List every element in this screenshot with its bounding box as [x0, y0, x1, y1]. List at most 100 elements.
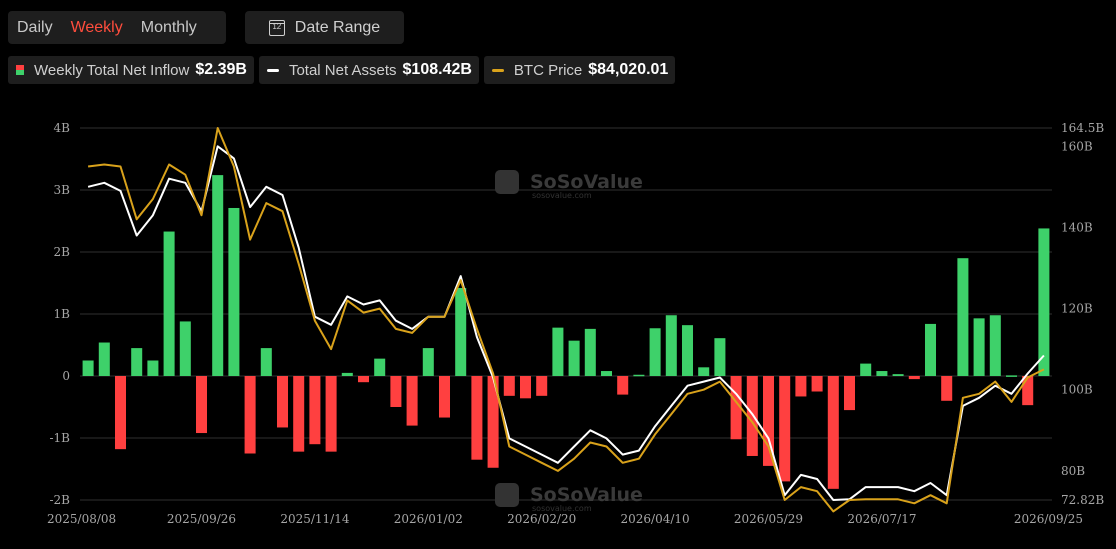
inflow-bar	[1022, 376, 1034, 406]
inflow-bar	[973, 318, 985, 376]
left-axis-tick-label: 2B	[54, 245, 71, 259]
inflow-bar	[843, 376, 856, 411]
inflow-bar	[795, 376, 807, 397]
inflow-bar	[390, 376, 402, 407]
watermark-logo-icon	[495, 170, 519, 194]
watermark-logo-icon	[495, 483, 519, 507]
inflow-bar	[698, 367, 710, 376]
legend-btc-price[interactable]: BTC Price $84,020.01	[483, 56, 676, 84]
inflow-bar	[422, 348, 434, 376]
inflow-bar	[633, 374, 645, 377]
inflow-bar	[276, 376, 289, 428]
x-axis-tick-label: 2026/05/29	[734, 512, 803, 526]
legend-net-inflow-label: Weekly Total Net Inflow	[34, 61, 190, 79]
right-axis-tick-label: 72.82B	[1061, 493, 1104, 507]
inflow-bar	[228, 207, 240, 376]
inflow-bar	[989, 315, 1001, 376]
inflow-bar	[325, 376, 337, 452]
right-axis-tick-label: 164.5B	[1061, 121, 1104, 135]
right-axis-tick-label: 140B	[1061, 220, 1093, 234]
watermark-brand: SoSoValue	[530, 171, 643, 193]
inflow-bar	[892, 374, 904, 376]
tab-weekly[interactable]: Weekly	[70, 18, 123, 36]
net-assets-line	[87, 145, 1045, 501]
inflow-bar	[665, 315, 677, 376]
watermark-bottom: SoSoValue sosovalue.com	[495, 483, 643, 513]
btc-price-line	[87, 127, 1045, 513]
watermark-top: SoSoValue sosovalue.com	[495, 170, 643, 200]
x-axis-tick-label: 2025/08/08	[47, 512, 116, 526]
legend-btc-price-value: $84,020.01	[588, 61, 669, 78]
left-axis-tick-label: 4B	[54, 121, 71, 135]
inflow-bar	[163, 231, 175, 376]
inflow-bar	[98, 342, 110, 376]
inflow-bar	[131, 348, 143, 376]
date-range-button[interactable]: 12 Date Range	[245, 11, 404, 44]
right-axis-tick-label: 80B	[1061, 464, 1085, 478]
left-axis-tick-label: 0	[62, 369, 70, 383]
chart-legend: Weekly Total Net Inflow $2.39B Total Net…	[8, 56, 676, 84]
legend-net-inflow[interactable]: Weekly Total Net Inflow $2.39B	[8, 56, 254, 84]
inflow-bar	[503, 376, 515, 396]
inflow-bar	[179, 321, 191, 376]
inflow-bar	[195, 376, 208, 434]
inflow-bar	[357, 376, 370, 383]
left-axis-tick-label: -1B	[49, 431, 70, 445]
inflow-bar	[649, 328, 661, 376]
inflow-bar	[147, 360, 159, 376]
legend-net-assets[interactable]: Total Net Assets $108.42B	[258, 56, 479, 84]
x-axis-tick-label: 2026/04/10	[621, 512, 690, 526]
inflow-bar	[860, 363, 872, 376]
inflow-bar	[584, 328, 596, 376]
inflow-bar	[762, 376, 775, 466]
inflow-bar	[876, 371, 888, 376]
inflow-bar	[341, 372, 353, 376]
interval-tabs: Daily Weekly Monthly	[8, 11, 226, 44]
x-axis-tick-label: 2026/02/20	[507, 512, 576, 526]
inflow-bar	[1038, 228, 1050, 376]
inflow-bar	[212, 175, 224, 376]
legend-net-assets-label: Total Net Assets	[288, 61, 397, 79]
inflow-bar	[681, 325, 694, 376]
legend-net-inflow-value: $2.39B	[195, 61, 247, 78]
left-axis-tick-label: -2B	[49, 493, 70, 507]
bicolor-swatch-icon	[16, 65, 24, 75]
tab-daily[interactable]: Daily	[17, 18, 53, 36]
inflow-bar	[260, 348, 272, 376]
x-axis-tick-label: 2026/09/25	[1014, 512, 1083, 526]
inflow-bar	[552, 327, 564, 376]
inflow-bar	[746, 376, 758, 456]
watermark-site: sosovalue.com	[532, 504, 592, 513]
inflow-bar	[82, 360, 94, 376]
inflow-bar	[244, 376, 256, 454]
inflow-bar	[455, 287, 467, 376]
tab-monthly[interactable]: Monthly	[140, 18, 197, 36]
inflow-bar	[908, 376, 920, 380]
inflow-bar	[827, 376, 839, 489]
right-axis-tick-label: 120B	[1061, 302, 1093, 316]
inflow-bar	[730, 376, 742, 440]
inflow-bar	[714, 338, 726, 376]
watermarks: SoSoValue sosovalue.com SoSoValue sosova…	[495, 170, 643, 513]
inflow-bar	[374, 358, 386, 376]
inflow-bar	[600, 371, 613, 376]
inflow-bar	[811, 376, 823, 392]
right-axis: 164.5B 160B 140B 120B 100B 80B 72.82B	[1061, 121, 1104, 507]
calendar-icon: 12	[268, 19, 285, 36]
left-axis-tick-label: 1B	[54, 307, 71, 321]
x-axis-tick-label: 2025/11/14	[280, 512, 350, 526]
x-axis-tick-label: 2026/07/17	[847, 512, 916, 526]
x-axis-tick-label: 2025/09/26	[167, 512, 236, 526]
x-axis-tick-label: 2026/01/02	[394, 512, 463, 526]
chart-grid	[80, 127, 1052, 501]
x-axis: 2025/08/08 2025/09/26 2025/11/14 2026/01/02…	[47, 512, 1083, 526]
legend-net-assets-value: $108.42B	[402, 61, 472, 78]
inflow-bar	[1005, 375, 1018, 377]
inflow-bar	[406, 376, 418, 426]
inflow-bar	[519, 376, 532, 399]
inflow-bar	[779, 376, 791, 482]
watermark-brand: SoSoValue	[530, 484, 643, 506]
white-line-swatch-icon	[266, 68, 279, 72]
inflow-bar	[617, 376, 629, 395]
